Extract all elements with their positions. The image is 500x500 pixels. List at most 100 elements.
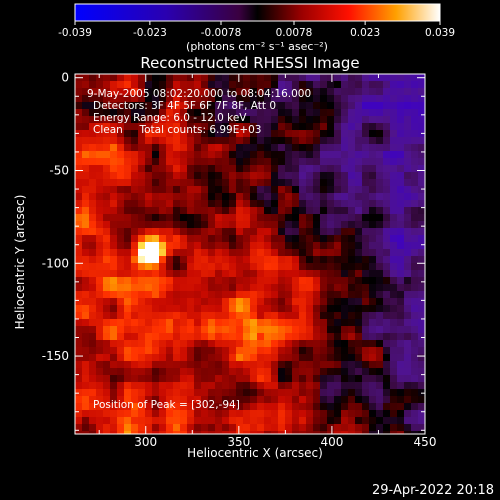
heatmap-cell <box>292 88 300 96</box>
heatmap-cell <box>152 214 160 222</box>
heatmap-cell <box>173 389 181 397</box>
heatmap-cell <box>285 200 293 208</box>
heatmap-cell <box>201 207 209 215</box>
heatmap-cell <box>236 165 244 173</box>
heatmap-cell <box>208 186 216 194</box>
heatmap-cell <box>159 165 167 173</box>
heatmap-cell <box>229 102 237 110</box>
heatmap-cell <box>334 144 342 152</box>
heatmap-cell <box>159 144 167 152</box>
heatmap-cell <box>173 298 181 306</box>
heatmap-cell <box>222 151 230 159</box>
heatmap-cell <box>257 382 265 390</box>
heatmap-cell <box>75 172 83 180</box>
heatmap-cell <box>285 263 293 271</box>
heatmap-cell <box>411 130 419 138</box>
heatmap-cell <box>418 333 425 341</box>
heatmap-cell <box>75 81 83 89</box>
heatmap-cell <box>327 396 335 404</box>
heatmap-cell <box>117 326 125 334</box>
heatmap-cell <box>383 116 391 124</box>
heatmap-cell <box>411 193 419 201</box>
heatmap-cell <box>376 326 384 334</box>
heatmap-cell <box>271 305 279 313</box>
heatmap-cell <box>271 249 279 257</box>
heatmap-cell <box>390 312 398 320</box>
heatmap-cell <box>236 375 244 383</box>
heatmap-cell <box>271 151 279 159</box>
heatmap-cell <box>264 221 272 229</box>
heatmap-cell <box>138 193 146 201</box>
heatmap-cell <box>278 396 286 404</box>
heatmap-cell <box>243 158 251 166</box>
heatmap-cell <box>306 144 314 152</box>
heatmap-cell <box>362 102 370 110</box>
heatmap-cell <box>327 263 335 271</box>
heatmap-cell <box>257 431 265 434</box>
heatmap-cell <box>138 95 146 103</box>
heatmap-cell <box>96 109 104 117</box>
heatmap-cell <box>229 221 237 229</box>
heatmap-cell <box>222 305 230 313</box>
heatmap-cell <box>152 424 160 432</box>
heatmap-cell <box>110 389 118 397</box>
heatmap-cell <box>250 263 258 271</box>
heatmap-cell <box>243 284 251 292</box>
heatmap-cell <box>341 368 349 376</box>
heatmap-cell <box>369 249 377 257</box>
heatmap-cell <box>404 347 412 355</box>
heatmap-cell <box>96 130 104 138</box>
heatmap-cell <box>383 151 391 159</box>
heatmap-cell <box>201 186 209 194</box>
heatmap-cell <box>208 200 216 208</box>
heatmap-cell <box>173 116 181 124</box>
heatmap-cell <box>124 277 132 285</box>
heatmap-cell <box>110 263 118 271</box>
heatmap-cell <box>292 417 300 425</box>
heatmap-cell <box>271 228 279 236</box>
heatmap-cell <box>348 172 356 180</box>
heatmap-cell <box>306 333 314 341</box>
heatmap-cell <box>348 431 356 434</box>
heatmap-cell <box>131 333 139 341</box>
heatmap-cell <box>250 81 258 89</box>
heatmap-cell <box>145 88 153 96</box>
heatmap-cell <box>313 221 321 229</box>
heatmap-cell <box>152 256 160 264</box>
heatmap-cell <box>397 410 405 418</box>
heatmap-cell <box>383 424 391 432</box>
heatmap-cell <box>152 95 160 103</box>
heatmap-cell <box>327 242 335 250</box>
heatmap-cell <box>229 172 237 180</box>
heatmap-cell <box>257 270 265 278</box>
heatmap-cell <box>292 347 300 355</box>
heatmap-cell <box>271 200 279 208</box>
heatmap-cell <box>327 410 335 418</box>
heatmap-cell <box>299 375 307 383</box>
heatmap-cell <box>397 375 405 383</box>
heatmap-cell <box>313 256 321 264</box>
heatmap-cell <box>292 305 300 313</box>
heatmap-cell <box>124 347 132 355</box>
heatmap-cell <box>292 298 300 306</box>
heatmap-cell <box>131 277 139 285</box>
heatmap-cell <box>89 172 97 180</box>
heatmap-cell <box>138 200 146 208</box>
heatmap-cell <box>236 277 244 285</box>
heatmap-cell <box>194 298 202 306</box>
heatmap-cell <box>362 172 370 180</box>
heatmap-cell <box>173 186 181 194</box>
heatmap-cell <box>327 130 335 138</box>
heatmap-cell <box>250 137 258 145</box>
heatmap-cell <box>306 151 314 159</box>
heatmap-cell <box>313 333 321 341</box>
heatmap-cell <box>341 249 349 257</box>
heatmap-cell <box>138 151 146 159</box>
heatmap-cell <box>327 305 335 313</box>
heatmap-cell <box>341 228 349 236</box>
heatmap-cell <box>390 221 398 229</box>
heatmap-cell <box>411 340 419 348</box>
heatmap-cell <box>180 340 188 348</box>
heatmap-cell <box>103 270 111 278</box>
heatmap-cell <box>187 130 195 138</box>
